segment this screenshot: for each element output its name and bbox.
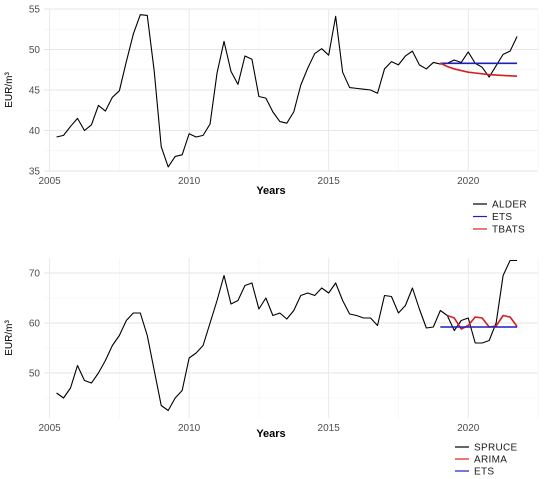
x-tick-label: 2005	[38, 423, 61, 434]
x-tick-label: 2015	[318, 176, 341, 187]
series-group	[56, 259, 518, 412]
y-tick-label: 40	[29, 126, 41, 137]
legend-label: SPRUCE	[474, 443, 518, 454]
y-tick-label: 50	[29, 369, 41, 380]
series-group	[56, 14, 518, 168]
legend-item-arima: ARIMA	[455, 455, 507, 466]
legend-item-alder: ALDER	[473, 200, 527, 211]
legend-label: ETS	[492, 212, 512, 223]
legend-item-spruce: SPRUCE	[455, 443, 518, 454]
x-tick-label: 2015	[318, 423, 341, 434]
x-axis-title: Years	[256, 185, 285, 197]
y-axis-title: EUR/m³	[4, 320, 15, 356]
series-line-alder	[56, 14, 518, 168]
series-line-tbats	[439, 62, 518, 78]
legend-item-ets: ETS	[455, 467, 494, 478]
y-tick-label: 55	[29, 5, 41, 16]
x-tick-label: 2020	[457, 423, 480, 434]
series-line-spruce	[56, 259, 518, 412]
legend-label: ETS	[474, 467, 494, 478]
y-tick-label: 70	[29, 269, 41, 280]
x-tick-label: 2020	[457, 176, 480, 187]
x-tick-label: 2010	[178, 423, 201, 434]
series-line-arima	[447, 314, 518, 330]
y-tick-label: 50	[29, 45, 41, 56]
legend-item-ets: ETS	[473, 212, 512, 223]
chart-2: 2005 2010 2015 2020 50 60 70 Years EUR/m³ SPRUCEA…	[4, 258, 539, 478]
legend-label: ARIMA	[474, 455, 507, 466]
x-axis-title: Years	[256, 428, 285, 440]
legend-item-tbats: TBATS	[473, 225, 525, 236]
y-tick-label: 45	[29, 86, 41, 97]
y-tick-label: 35	[29, 167, 41, 178]
x-tick-label: 2010	[178, 176, 201, 187]
x-tick-label: 2005	[38, 176, 61, 187]
legend-label: TBATS	[492, 225, 525, 236]
legend-label: ALDER	[492, 200, 527, 211]
y-tick-label: 60	[29, 319, 41, 330]
y-axis-title: EUR/m³	[4, 72, 15, 108]
gridlines	[44, 258, 539, 418]
gridlines	[44, 8, 539, 172]
chart-1: 2005 2010 2015 2020 35 40 45 50 55 Years EUR/m³ ALD…	[4, 5, 539, 236]
